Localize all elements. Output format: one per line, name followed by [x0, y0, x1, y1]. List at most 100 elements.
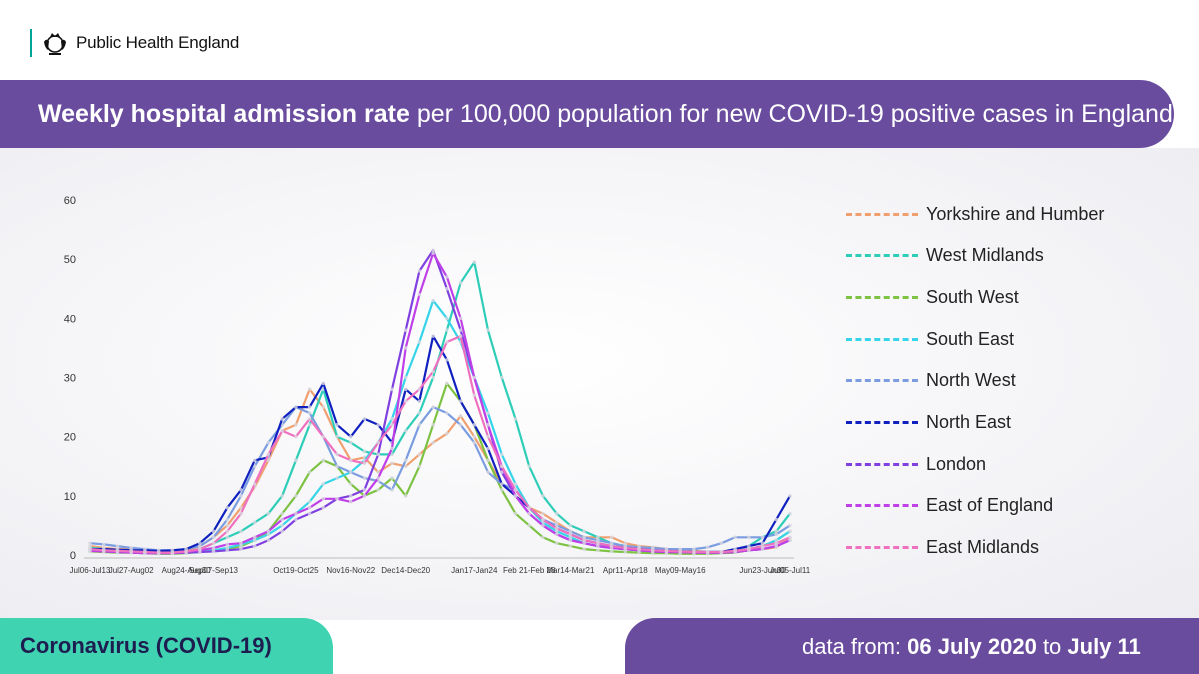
- date-range-end: July 11: [1067, 634, 1141, 659]
- data-point: [445, 357, 449, 362]
- series-line: [89, 335, 791, 554]
- data-point: [403, 375, 408, 380]
- data-point: [445, 286, 449, 291]
- data-point: [431, 405, 435, 409]
- data-point: [417, 399, 422, 403]
- data-point: [198, 544, 202, 548]
- x-tick-label: Sep07-Sep13: [189, 566, 238, 575]
- series-line: [89, 299, 791, 555]
- legend-swatch: [846, 379, 918, 383]
- data-point: [348, 458, 353, 463]
- data-point: [348, 499, 353, 504]
- legend-label: South West: [926, 286, 1019, 307]
- legend-label: North West: [926, 370, 1016, 391]
- data-point: [225, 535, 230, 540]
- data-point: [486, 423, 490, 427]
- data-point: [582, 529, 586, 534]
- data-point: [239, 494, 243, 498]
- legend-label: West Midlands: [926, 245, 1044, 266]
- legend-item: West Midlands: [846, 242, 1044, 270]
- x-tick-label: Jan17-Jan24: [451, 566, 498, 575]
- data-point: [294, 511, 298, 516]
- data-point: [623, 541, 628, 545]
- legend-swatch: [846, 212, 918, 216]
- data-point: [623, 546, 628, 550]
- data-point: [527, 464, 532, 469]
- data-point: [239, 511, 243, 516]
- data-point: [211, 549, 216, 554]
- legend-swatch: [846, 462, 918, 466]
- data-point: [774, 544, 779, 548]
- data-point: [445, 328, 449, 332]
- footer-topic: Coronavirus (COVID-19): [0, 618, 333, 674]
- data-point: [554, 520, 559, 525]
- y-tick-label: 0: [70, 550, 76, 562]
- data-point: [294, 517, 298, 522]
- data-point: [225, 542, 230, 547]
- data-point: [568, 538, 573, 543]
- data-point: [637, 547, 641, 551]
- x-tick-label: May09-May16: [655, 566, 706, 575]
- legend-item: South West: [846, 283, 1019, 311]
- data-point: [458, 399, 463, 403]
- data-point: [252, 520, 257, 525]
- data-point: [115, 549, 120, 553]
- series-north-west: [88, 405, 792, 553]
- data-point: [458, 316, 463, 321]
- y-tick-label: 50: [64, 254, 76, 266]
- data-point: [239, 541, 243, 545]
- data-point: [472, 423, 477, 427]
- footer-topic-label: Coronavirus (COVID-19): [20, 633, 272, 658]
- data-point: [280, 523, 284, 528]
- data-point: [335, 452, 339, 457]
- data-point: [211, 535, 216, 540]
- data-point: [541, 511, 545, 516]
- legend-label: North East: [926, 412, 1012, 432]
- data-point: [348, 434, 353, 439]
- data-point: [417, 340, 422, 344]
- data-point: [417, 452, 422, 457]
- data-point: [788, 523, 792, 528]
- data-point: [472, 260, 477, 264]
- data-point: [348, 494, 353, 498]
- data-point: [307, 423, 312, 427]
- data-point: [692, 547, 696, 551]
- legend-label: East of England: [926, 495, 1054, 516]
- data-point: [774, 529, 779, 534]
- legend-item: East of England: [846, 492, 1053, 520]
- data-point: [88, 547, 92, 551]
- data-point: [403, 428, 408, 433]
- data-point: [527, 505, 532, 510]
- data-point: [390, 452, 394, 457]
- data-point: [486, 446, 490, 451]
- data-point: [403, 494, 408, 498]
- data-point: [101, 548, 106, 553]
- data-point: [499, 488, 504, 492]
- x-tick-label: Jul05-Jul11: [770, 566, 811, 575]
- x-tick-label: Jul06-Jul13: [70, 566, 111, 575]
- data-point: [458, 328, 463, 332]
- data-point: [266, 458, 271, 463]
- data-point: [307, 411, 312, 415]
- data-point: [266, 532, 271, 537]
- data-point: [280, 417, 284, 421]
- legend-label: East Midlands: [926, 537, 1040, 558]
- data-point: [252, 482, 257, 486]
- data-point: [596, 535, 600, 540]
- data-point: [403, 346, 408, 350]
- data-point: [362, 461, 367, 466]
- data-point: [788, 538, 792, 543]
- data-point: [541, 535, 545, 540]
- data-point: [335, 476, 339, 480]
- data-point: [431, 423, 435, 427]
- y-tick-label: 30: [64, 373, 76, 385]
- x-tick-label: Mar14-Mar21: [546, 566, 595, 575]
- data-point: [225, 529, 230, 534]
- data-point: [596, 548, 600, 553]
- data-point: [554, 541, 559, 545]
- data-point: [596, 544, 600, 548]
- data-point: [486, 411, 490, 415]
- data-point: [472, 440, 477, 445]
- data-point: [445, 431, 449, 436]
